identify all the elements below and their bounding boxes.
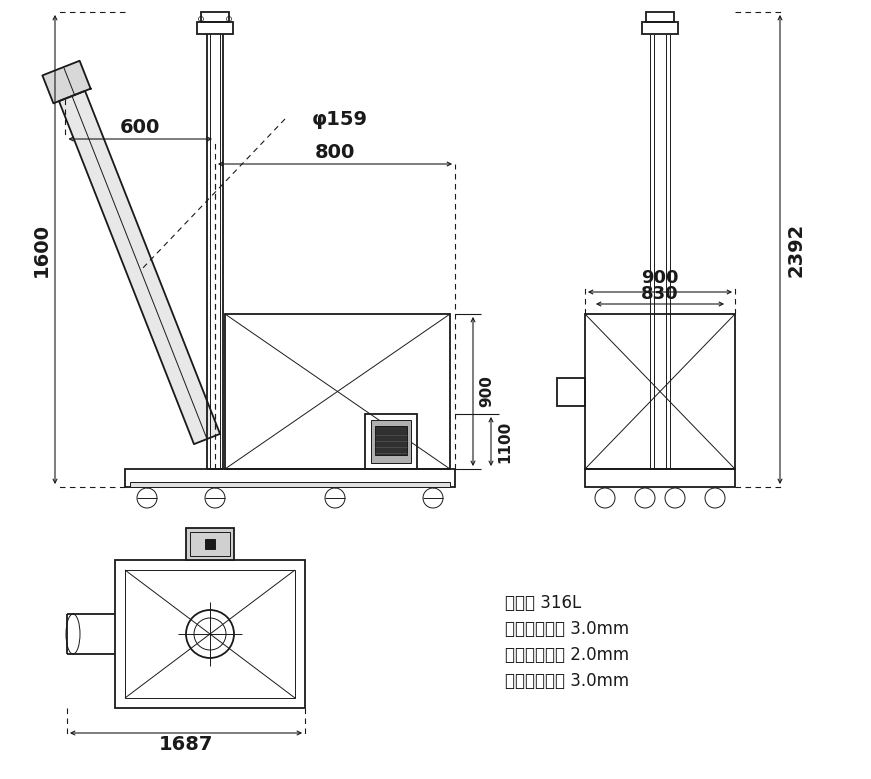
Text: 900: 900: [480, 375, 495, 407]
Text: 螺旋管壁厚： 3.0mm: 螺旋管壁厚： 3.0mm: [505, 620, 629, 638]
Text: 材质： 316L: 材质： 316L: [505, 594, 581, 612]
Bar: [375, 426, 407, 455]
Text: 储料仓板厚： 2.0mm: 储料仓板厚： 2.0mm: [505, 646, 629, 664]
Bar: [130, 482, 450, 487]
Bar: [557, 378, 585, 406]
Bar: [197, 22, 233, 34]
Bar: [225, 314, 450, 469]
Text: 900: 900: [641, 269, 679, 287]
Bar: [125, 570, 295, 698]
Text: 2392: 2392: [787, 222, 806, 277]
Bar: [186, 528, 234, 560]
Bar: [205, 539, 215, 549]
Text: 1100: 1100: [497, 421, 512, 463]
Text: 600: 600: [120, 118, 160, 136]
Bar: [201, 12, 229, 22]
Text: φ159: φ159: [312, 110, 368, 129]
Polygon shape: [59, 91, 220, 444]
Bar: [585, 469, 735, 487]
Text: 1687: 1687: [159, 735, 213, 755]
Bar: [585, 314, 735, 469]
Text: 1600: 1600: [31, 223, 51, 277]
Bar: [642, 22, 678, 34]
Text: 830: 830: [641, 285, 679, 303]
Bar: [115, 560, 305, 708]
Bar: [190, 532, 230, 556]
Bar: [371, 420, 411, 463]
Text: 螺旋叶片厚： 3.0mm: 螺旋叶片厚： 3.0mm: [505, 672, 629, 690]
Bar: [125, 469, 455, 487]
Bar: [365, 414, 417, 469]
Polygon shape: [43, 61, 91, 104]
Text: 800: 800: [314, 143, 355, 161]
Bar: [646, 12, 674, 22]
